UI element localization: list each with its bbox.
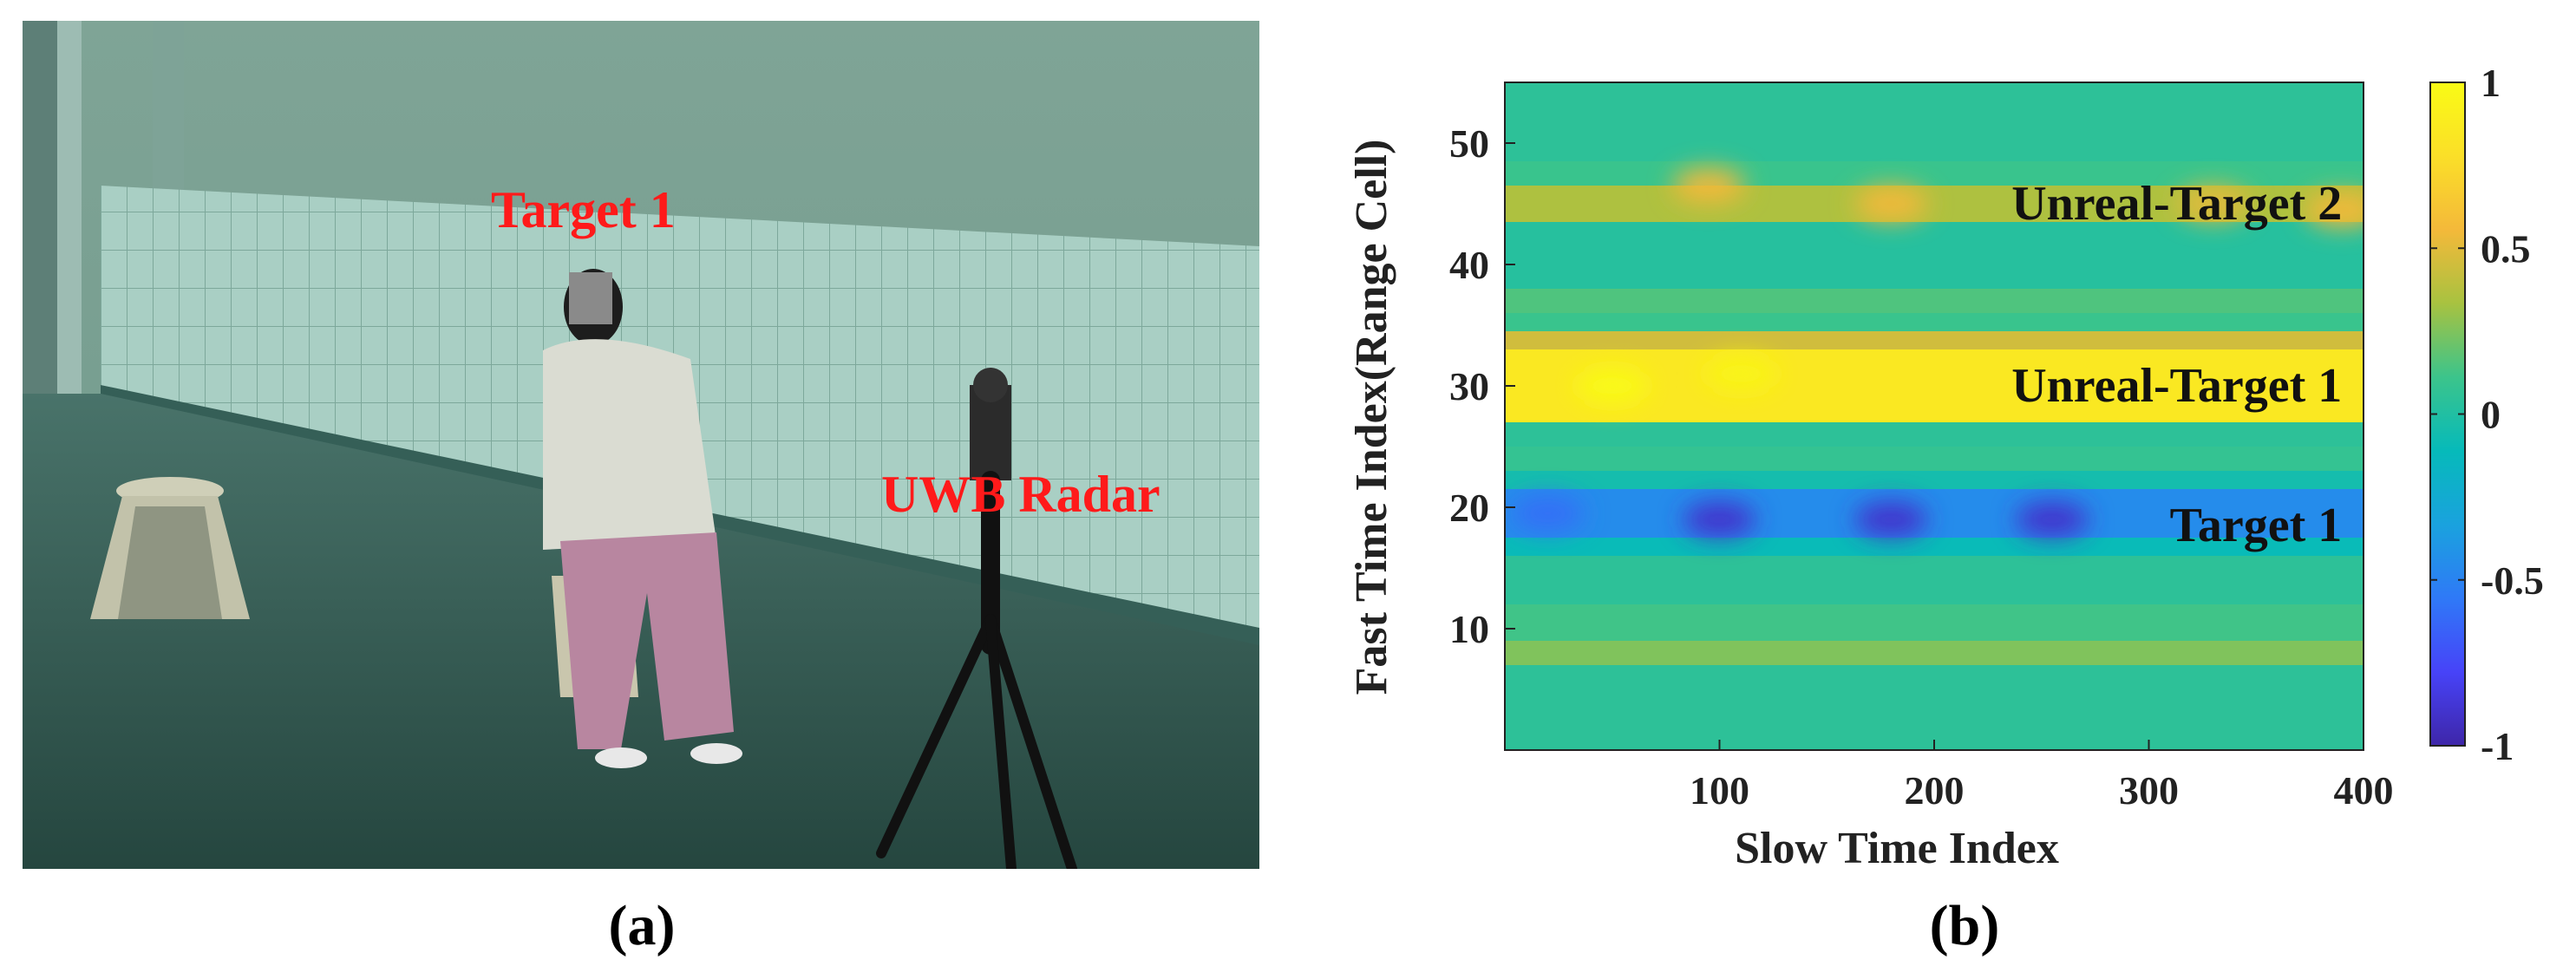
- x-tick-label: 200: [1905, 768, 1965, 813]
- x-tick-label: 400: [2334, 768, 2394, 813]
- heatmap-band: [1505, 641, 2364, 665]
- heatmap-hotspot: [1854, 502, 1928, 537]
- annotation-label: Unreal-Target 1: [2011, 359, 2342, 413]
- heatmap-band: [1505, 161, 2364, 186]
- chart-annotations: Unreal-Target 2 Unreal-Target 1 Target 1: [2011, 177, 2342, 552]
- y-tick-label: 50: [1449, 121, 1489, 166]
- photo-panel: Target 1 UWB Radar: [23, 21, 1259, 869]
- y-tick-label: 30: [1449, 364, 1489, 408]
- colorbar-tick-label: 1: [2481, 61, 2501, 105]
- colorbar-tick-label: -0.5: [2481, 558, 2544, 603]
- heatmap-band: [1505, 331, 2364, 349]
- x-tick-label: 300: [2119, 768, 2179, 813]
- person-icon: [543, 269, 742, 768]
- heatmap-band: [1505, 222, 2364, 289]
- heatmap-hotspot: [1704, 356, 1778, 391]
- colorbar-tick-label: 0.5: [2481, 226, 2531, 271]
- heatmap-band: [1505, 82, 2364, 161]
- annotation-label: Target 1: [2170, 499, 2343, 552]
- heatmap-band: [1505, 313, 2364, 331]
- colorbar-tick-label: 0: [2481, 393, 2501, 437]
- heatmap-hotspot: [1683, 502, 1756, 537]
- heatmap-hotspot: [2176, 186, 2250, 221]
- caption-a: (a): [608, 894, 676, 957]
- heatmap-chart: 100 200 300 400 10 20 30 40 50 1 0.5 0 -0.5 -1 Unrea…: [1347, 61, 2544, 873]
- heatmap-band: [1505, 665, 2364, 750]
- y-axis-label: Fast Time Index(Range Cell): [1347, 140, 1396, 695]
- colorbar-tick-label: -1: [2481, 724, 2514, 768]
- radar-label: UWB Radar: [881, 466, 1161, 523]
- heatmap-band: [1505, 556, 2364, 604]
- x-axis-label: Slow Time Index: [1735, 824, 2059, 873]
- heatmap-band: [1505, 538, 2364, 556]
- radar-tripod-icon: [876, 368, 1077, 869]
- heatmap-band: [1505, 422, 2364, 447]
- heatmap-hotspot: [1511, 496, 1585, 531]
- heatmap-plot-area: [1505, 82, 2364, 750]
- heatmap-hotspot: [2016, 502, 2089, 537]
- heatmap-band: [1505, 471, 2364, 489]
- heatmap-hotspots: [1511, 168, 2364, 537]
- heatmap-hotspot: [1672, 168, 1746, 203]
- heatmap-band: [1505, 604, 2364, 641]
- heatmap-hotspot: [2305, 193, 2364, 227]
- heatmap-hotspot: [1575, 369, 1649, 403]
- heatmap-band: [1505, 289, 2364, 313]
- stool-icon: [90, 477, 250, 619]
- experiment-scene-photo: [23, 21, 1259, 869]
- colorbar: 1 0.5 0 -0.5 -1: [2429, 61, 2544, 768]
- heatmap-band: [1505, 447, 2364, 471]
- y-tick-label: 20: [1449, 486, 1489, 530]
- chart-axes: 100 200 300 400 10 20 30 40 50: [1449, 82, 2394, 813]
- target-label: Target 1: [491, 181, 676, 238]
- y-tick-label: 40: [1449, 243, 1489, 287]
- heatmap-hotspot: [1854, 186, 1928, 221]
- x-tick-label: 100: [1690, 768, 1749, 813]
- caption-b: (b): [1929, 894, 2000, 957]
- heatmap-band: [1505, 489, 2364, 538]
- annotation-label: Unreal-Target 2: [2011, 177, 2342, 231]
- y-tick-label: 10: [1449, 607, 1489, 651]
